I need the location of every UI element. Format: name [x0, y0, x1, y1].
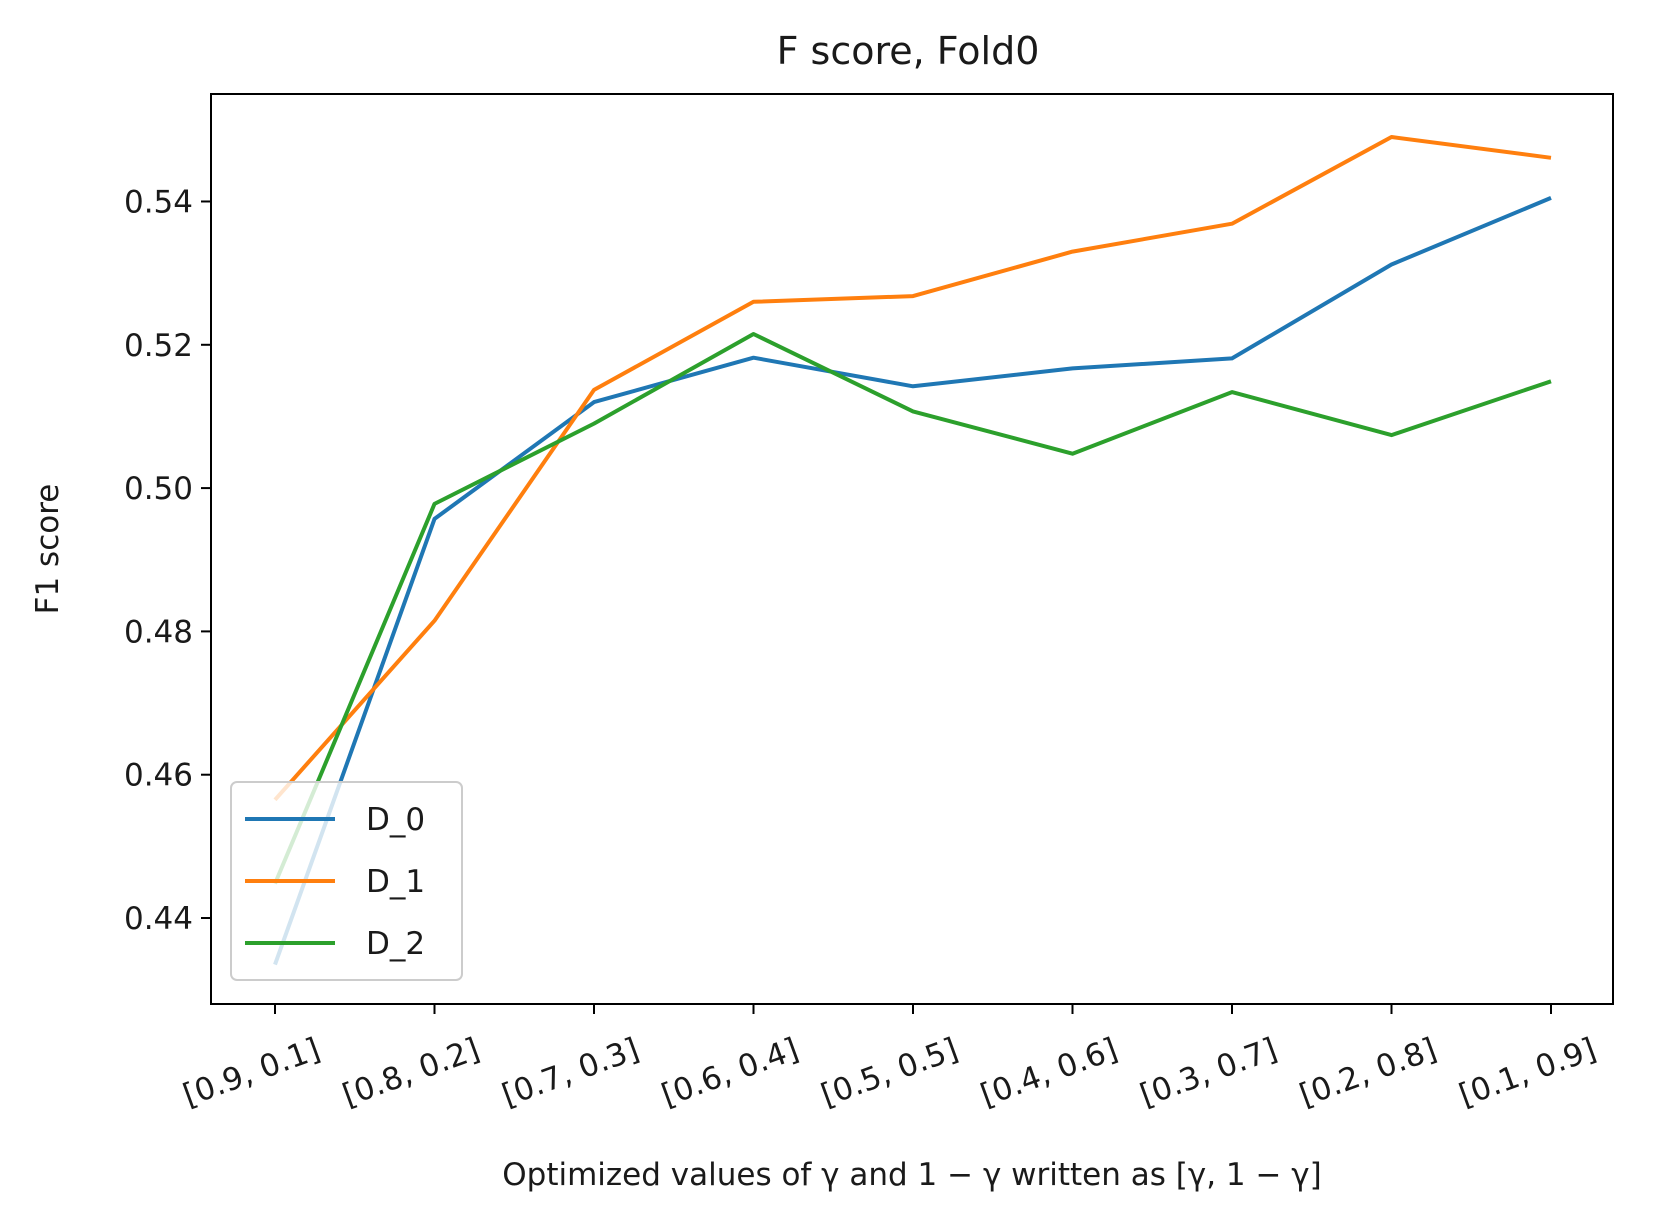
chart-title: F score, Fold0: [777, 29, 1040, 73]
y-tick-label: 0.52: [124, 328, 193, 364]
x-tick-label: [0.5, 0.5]: [816, 1031, 962, 1114]
x-tick-label: [0.3, 0.7]: [1135, 1031, 1281, 1114]
x-tick-label: [0.9, 0.1]: [178, 1031, 324, 1114]
x-tick-label: [0.1, 0.9]: [1454, 1031, 1600, 1114]
y-tick-label: 0.50: [124, 471, 193, 507]
y-tick-label: 0.54: [124, 184, 193, 220]
x-tick-label: [0.7, 0.3]: [497, 1031, 643, 1114]
legend-label: D_2: [366, 926, 425, 962]
x-tick-label: [0.2, 0.8]: [1295, 1031, 1441, 1114]
x-tick-label: [0.6, 0.4]: [657, 1031, 803, 1114]
legend-label: D_1: [366, 864, 425, 900]
x-axis-label: Optimized values of γ and 1 − γ written …: [502, 1157, 1322, 1193]
series-line-d-0: [273, 196, 1552, 966]
legend: D_0 D_1 D_2: [230, 781, 463, 981]
series-line-d-2: [273, 332, 1552, 885]
plot-frame: [210, 93, 1614, 1005]
y-axis-label: F1 score: [30, 484, 66, 615]
legend-box: [230, 781, 463, 981]
x-tick-label: [0.8, 0.2]: [338, 1031, 484, 1114]
legend-label: D_0: [366, 802, 425, 838]
y-tick-label: 0.44: [124, 901, 193, 937]
y-tick-label: 0.48: [124, 614, 193, 650]
y-axis-ticks: 0.44 0.46 0.48 0.50 0.52 0.54: [124, 184, 211, 937]
y-tick-label: 0.46: [124, 758, 193, 794]
series-line-d-1: [273, 135, 1552, 802]
series-lines: [273, 135, 1552, 966]
x-tick-label: [0.4, 0.6]: [976, 1031, 1122, 1114]
x-axis-ticks: [0.9, 0.1] [0.8, 0.2] [0.7, 0.3] [0.6, 0.4]…: [178, 1004, 1601, 1114]
